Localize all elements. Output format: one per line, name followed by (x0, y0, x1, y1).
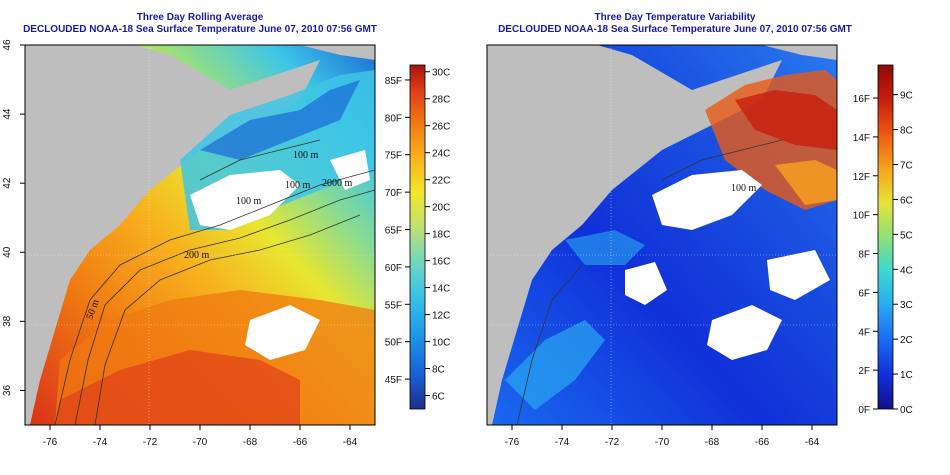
lat-tick-label: 36 (2, 384, 13, 396)
colorbar-c-label: 8C (900, 126, 913, 137)
lon-tick-label: -70 (193, 437, 208, 448)
colorbar-fahrenheit-ticks: 16F 14F 12F 10F 8F 6F 4F 2F 0F (853, 94, 878, 416)
land-mass (25, 45, 320, 425)
colorbar (877, 64, 894, 410)
colorbar-c-label: 4C (900, 265, 913, 276)
colorbar-f-label: 14F (853, 133, 870, 144)
lon-ticks: -76 -74 -72 -70 -68 -66 -64 (505, 425, 820, 448)
colorbar (409, 64, 426, 410)
colorbar-c-label: 28C (432, 95, 450, 106)
colorbar-f-label: 55F (385, 300, 402, 311)
contour-label: 100 m (285, 180, 311, 191)
contour-label: 100 m (731, 183, 757, 194)
map-title: Three Day Rolling Average (136, 12, 264, 23)
colorbar-c-label: 7C (900, 161, 913, 172)
lon-tick-label: -74 (555, 437, 570, 448)
colorbar-c-label: 9C (900, 91, 913, 102)
colorbar-c-label: 2C (900, 335, 913, 346)
sst-average-map: 100 m 100 m 100 m 2000 m 200 m 50 m -76-… (2, 39, 450, 448)
colorbar-c-label: 6C (432, 392, 445, 403)
lon-tick-label: -64 (805, 437, 820, 448)
map-title: Three Day Temperature Variability (594, 12, 756, 23)
colorbar-f-label: 70F (385, 188, 402, 199)
contour-label: 100 m (293, 150, 319, 161)
colorbar-c-label: 30C (432, 68, 450, 79)
lon-tick-label: -68 (705, 437, 720, 448)
colorbar-f-label: 60F (385, 263, 402, 274)
colorbar-c-label: 20C (432, 203, 450, 214)
colorbar-c-label: 10C (432, 338, 450, 349)
colorbar-f-label: 6F (858, 288, 870, 299)
colorbar-c-label: 26C (432, 122, 450, 133)
colorbar-c-label: 1C (900, 370, 913, 381)
lat-tick-label: 38 (2, 315, 13, 327)
lon-tick-label: -76 (505, 437, 520, 448)
map-subtitle: DECLOUDED NOAA-18 Sea Surface Temperatur… (23, 24, 377, 35)
map-raster (487, 45, 837, 425)
sst-average-panel: Three Day Rolling Average DECLOUDED NOAA… (2, 12, 450, 448)
colorbar-f-label: 85F (385, 76, 402, 87)
colorbar-f-label: 8F (858, 250, 870, 261)
lon-tick-label: -72 (605, 437, 620, 448)
land-mass (487, 45, 782, 425)
colorbar-f-label: 0F (858, 405, 870, 416)
contour-label: 200 m (184, 250, 210, 261)
lon-tick-label: -66 (293, 437, 308, 448)
colorbar-c-label: 3C (900, 300, 913, 311)
contour-labels: 100 m 100 m 100 m 2000 m 200 m 50 m (84, 150, 352, 321)
lon-tick-label: -72 (143, 437, 158, 448)
lon-ticks: -76 -74 -72 -70 -68 -66 -64 (43, 425, 358, 448)
colorbar-c-label: 8C (432, 365, 445, 376)
sst-variability-map: 100 m -76 -74 -72 -70 -68 -66 -64 16F 14F 12F 10F… (486, 44, 913, 448)
map-raster (25, 45, 375, 425)
colorbar-f-label: 16F (853, 94, 870, 105)
lat-tick-label: 46 (2, 39, 13, 51)
colorbar-f-label: 45F (385, 375, 402, 386)
lon-tick-label: -76 (43, 437, 58, 448)
colorbar-c-label: 16C (432, 257, 450, 268)
map-subtitle: DECLOUDED NOAA-18 Sea Surface Temperatur… (498, 24, 852, 35)
lon-tick-label: -66 (755, 437, 770, 448)
colorbar-f-label: 65F (385, 226, 402, 237)
lat-tick-label: 42 (2, 177, 13, 189)
colorbar-f-label: 12F (853, 172, 870, 183)
colorbar-celsius-ticks: 9C 8C 7C 6C 5C 4C 3C 2C 1C 0C (893, 91, 913, 416)
colorbar-f-label: 80F (385, 113, 402, 124)
colorbar-c-label: 18C (432, 230, 450, 241)
colorbar-f-label: 10F (853, 211, 870, 222)
colorbar-f-label: 50F (385, 338, 402, 349)
lat-ticks: 36 38 40 42 44 46 (2, 39, 25, 396)
colorbar-c-label: 22C (432, 176, 450, 187)
colorbar-celsius-ticks: 30C 28C 26C 24C 22C 20C 18C 16C 14C 12C 10C 8C 6C (425, 68, 450, 403)
colorbar-c-label: 0C (900, 405, 913, 416)
lat-tick-label: 40 (2, 246, 13, 258)
sst-variability-panel: Three Day Temperature Variability DECLOU… (475, 0, 950, 475)
contour-label: 2000 m (322, 178, 353, 189)
lon-tick-label: -74 (93, 437, 108, 448)
lon-tick-label: -64 (343, 437, 358, 448)
contour-labels: 100 m (731, 183, 757, 194)
colorbar-c-label: 6C (900, 195, 913, 206)
colorbar-f-label: 75F (385, 151, 402, 162)
colorbar-f-label: 4F (858, 327, 870, 338)
colorbar-fahrenheit-ticks: 85F 80F 75F 70F 65F 60F 55F 50F 45F (385, 76, 410, 386)
colorbar-c-label: 12C (432, 311, 450, 322)
lon-tick-label: -68 (243, 437, 258, 448)
contour-label: 100 m (236, 196, 262, 207)
colorbar-c-label: 5C (900, 230, 913, 241)
colorbar-c-label: 14C (432, 284, 450, 295)
lon-tick-label: -70 (655, 437, 670, 448)
colorbar-c-label: 24C (432, 149, 450, 160)
colorbar-f-label: 2F (858, 366, 870, 377)
lat-tick-label: 44 (2, 108, 13, 120)
